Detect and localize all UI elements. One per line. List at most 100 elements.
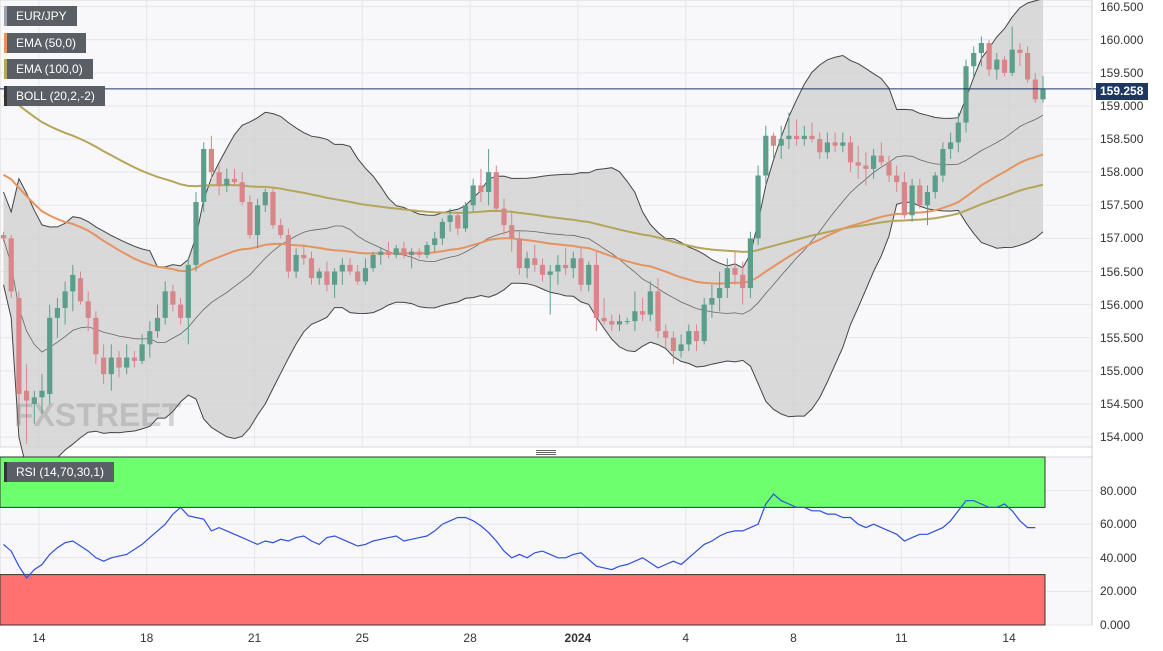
candle-body — [855, 162, 861, 166]
candle-body — [70, 274, 76, 292]
candle-body — [755, 175, 761, 239]
price-y-tick: 158.000 — [1100, 165, 1144, 180]
candle-body — [655, 291, 661, 332]
candle-body — [293, 254, 299, 272]
candle-body — [616, 321, 623, 325]
candle-body — [185, 264, 191, 318]
price-y-tick: 158.500 — [1100, 132, 1144, 147]
candle-body — [455, 215, 461, 229]
candle-body — [894, 175, 900, 183]
price-y-tick: 154.000 — [1100, 430, 1144, 445]
candle-body — [362, 268, 368, 282]
candle-body — [108, 357, 114, 375]
candle-body — [216, 172, 222, 186]
candle-body — [462, 205, 469, 229]
candle-body — [932, 175, 938, 193]
candle-body — [239, 182, 245, 202]
candle-body — [77, 278, 84, 302]
candle-body — [16, 298, 22, 395]
candle-body — [285, 235, 291, 272]
price-y-tick: 155.500 — [1100, 330, 1144, 345]
candle-body — [316, 271, 322, 279]
candle-body — [801, 135, 807, 140]
candle-body — [924, 192, 931, 206]
candle-body — [863, 165, 869, 169]
candle-body — [840, 142, 846, 146]
x-tick-label: 21 — [247, 631, 262, 645]
candle-body — [539, 264, 546, 275]
price-y-tick: 154.500 — [1100, 396, 1144, 411]
candle-body — [701, 304, 707, 342]
candle-body — [378, 251, 384, 255]
candle-body — [439, 221, 445, 239]
x-tick-label: 25 — [355, 631, 369, 645]
legend-boll[interactable]: BOLL (20,2,-2) — [4, 86, 105, 106]
candle-body — [978, 43, 984, 53]
candle-body — [878, 155, 884, 163]
pane-splitter-handle[interactable] — [536, 450, 556, 456]
candle-body — [547, 271, 553, 275]
candle-body — [817, 139, 823, 153]
rsi-line — [3, 493, 1036, 579]
price-y-tick: 157.500 — [1100, 198, 1144, 213]
price-y-tick: 155.000 — [1100, 363, 1144, 378]
candle-body — [709, 298, 715, 305]
candle-body — [632, 311, 638, 322]
fxstreet-watermark: FXSTREET — [14, 397, 182, 433]
price-y-tick: 160.500 — [1100, 0, 1144, 14]
candle-body — [339, 264, 345, 272]
candle-body — [432, 238, 438, 246]
candle-body — [162, 291, 168, 318]
candle-body — [85, 301, 91, 318]
price-y-tick: 157.000 — [1100, 231, 1144, 246]
candle-body — [778, 139, 784, 146]
candle-body — [231, 178, 238, 183]
candle-body — [624, 321, 630, 323]
candle-body — [131, 357, 137, 361]
candle-body — [832, 142, 838, 146]
candle-body — [139, 344, 145, 361]
candle-body — [124, 357, 130, 368]
candle-body — [424, 245, 430, 255]
legend-rsi[interactable]: RSI (14,70,30,1) — [4, 462, 115, 482]
candle-body — [308, 258, 315, 279]
ema50-line — [2, 153, 1044, 285]
candle-body — [963, 66, 969, 123]
candle-body — [1032, 79, 1038, 100]
legend-pair[interactable]: EUR/JPY — [4, 6, 77, 26]
candle-body — [493, 172, 499, 209]
candle-body — [332, 271, 338, 285]
candle-body — [154, 317, 161, 332]
candle-body — [609, 321, 615, 325]
candle-body — [1040, 88, 1046, 100]
candle-body — [678, 344, 684, 351]
candle-body — [255, 205, 261, 236]
candle-body — [563, 264, 569, 269]
candle-body — [385, 251, 392, 255]
candle-body — [717, 288, 723, 298]
candle-body — [116, 357, 122, 368]
candle-body — [824, 142, 830, 153]
last-price-tag: 159.258 — [1096, 83, 1149, 100]
bollinger-lower-line — [3, 201, 1044, 480]
legend-ema100[interactable]: EMA (100,0) — [4, 59, 93, 79]
candle-body — [0, 235, 7, 239]
candle-body — [301, 254, 307, 259]
candle-body — [470, 185, 476, 206]
candle-body — [355, 271, 361, 282]
candle-body — [101, 357, 107, 375]
candle-body — [370, 254, 376, 269]
x-tick-label: 2024 — [564, 631, 592, 645]
x-tick-label: 4 — [682, 631, 690, 645]
rsi-overbought-zone — [0, 456, 1046, 508]
candle-body — [486, 172, 492, 193]
rsi-y-tick: 40.000 — [1100, 550, 1137, 565]
legend-ema50[interactable]: EMA (50,0) — [4, 33, 87, 53]
candle-body — [447, 215, 453, 222]
candle-body — [201, 149, 207, 202]
candle-body — [1009, 49, 1015, 73]
candle-body — [593, 264, 599, 318]
candle-body — [724, 268, 730, 289]
candle-body — [555, 264, 561, 272]
